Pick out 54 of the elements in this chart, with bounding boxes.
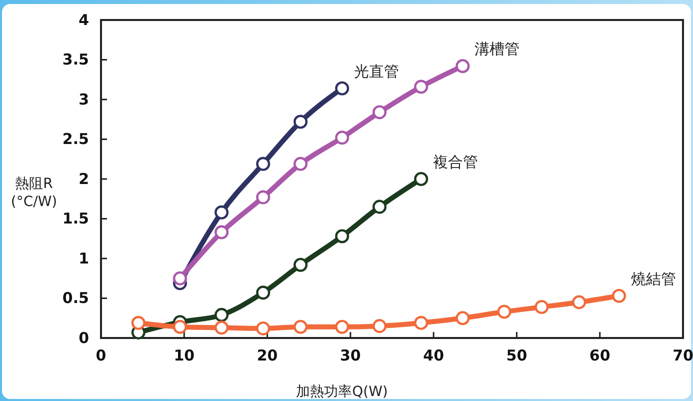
x-axis-title: 加熱功率Q(W) [296,384,388,400]
x-tick-label: 10 [174,346,195,365]
point [335,130,350,145]
series-label: 燒結管 [630,270,676,288]
point [256,190,270,204]
x-tick-label: 70 [672,346,693,365]
point [256,321,270,336]
point [294,258,308,272]
point [172,271,188,286]
point [294,156,308,171]
x-tick-label: 0 [96,346,106,365]
x-tick-label: 20 [256,346,278,365]
y-tick-label: 0.5 [62,289,89,308]
point [214,320,229,335]
series-label: 複合管 [433,153,478,171]
point [497,304,512,319]
y-tick-label: 1.5 [62,210,89,228]
point [372,105,387,120]
y-axis-title: 熱阻R (°C/W) [10,176,58,210]
y-tick-label: 4 [78,10,89,29]
point [456,59,470,74]
point [172,320,188,334]
y-tick-label: 2.5 [62,130,89,148]
y-tick-label: 0 [78,328,89,347]
point [256,156,270,171]
x-tick-label: 30 [340,346,361,365]
point [214,308,229,322]
point [214,225,229,240]
y-tick-label: 3 [78,90,89,108]
point [214,205,229,220]
point [256,286,270,300]
point [294,320,308,334]
point [372,200,387,214]
point [131,316,146,330]
point [335,320,350,334]
point [414,316,428,330]
y-tick-label: 3.5 [62,50,89,69]
series-label: 溝槽管 [474,40,520,58]
y-tick-label: 2 [78,170,89,188]
x-tick-label: 40 [423,346,444,365]
point [372,319,387,334]
series-label: 光直管 [354,62,400,80]
point [414,80,428,94]
y-tick-label: 1 [78,249,89,268]
x-tick-label: 60 [589,346,610,365]
point [456,311,470,326]
point [294,114,308,129]
x-tick-label: 50 [506,346,528,365]
point [534,300,549,314]
point [335,229,350,244]
point [572,295,586,310]
point [612,288,626,303]
point [335,81,350,96]
point [414,172,428,186]
